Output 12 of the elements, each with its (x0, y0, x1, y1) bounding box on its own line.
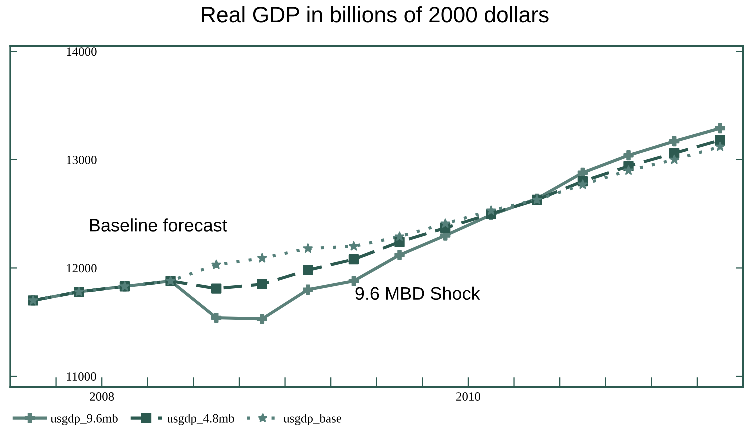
x-tick-label: 2008 (90, 392, 114, 401)
annotation: Baseline forecast (90, 218, 228, 232)
y-tick-label: 14000 (67, 48, 97, 56)
legend-label: usgdp_9.6mb (50, 414, 118, 426)
legend-label: usgdp_base (284, 414, 342, 426)
chart-title: Real GDP in billions of 2000 dollars (202, 6, 549, 23)
y-tick-label: 11000 (67, 372, 96, 381)
annotation: 9.6 MBD Shock (356, 286, 480, 300)
y-tick-label: 13000 (67, 156, 97, 164)
legend-label: usgdp_4.8mb (167, 414, 234, 426)
x-tick-label: 2010 (456, 392, 480, 401)
y-tick-label: 12000 (67, 264, 97, 273)
